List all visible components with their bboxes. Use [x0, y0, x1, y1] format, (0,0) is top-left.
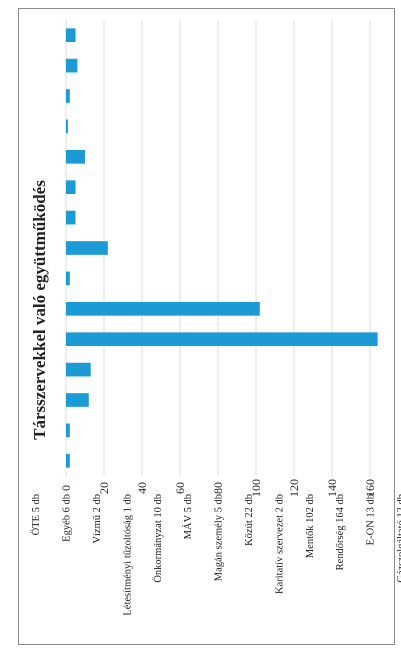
category-label: Mentők 102 db [305, 494, 316, 558]
bar [66, 301, 260, 316]
chart-title: Társszervekkel való együttműködés [30, 180, 49, 440]
bar [66, 453, 70, 468]
category-label: Önkormányzat 10 db [152, 494, 164, 583]
category-label: Létesítményi tűzoltóság 1 db [122, 494, 133, 616]
bar [66, 210, 76, 225]
value-tick-label: 60 [173, 482, 187, 494]
category-label: MÁV 5 db [182, 494, 194, 539]
bar [66, 149, 85, 164]
value-tick-label: 160 [363, 479, 377, 497]
category-label: Karitatív szervezet 2 db [274, 494, 285, 594]
value-tick-label: 80 [211, 482, 225, 494]
category-label: Egyéb 6 db [62, 494, 73, 542]
bars [66, 28, 378, 468]
category-label: Közút 22 db [244, 494, 255, 546]
bar [66, 271, 70, 286]
gridlines [65, 20, 371, 476]
bar [66, 332, 378, 347]
value-tick-label: 20 [97, 482, 111, 494]
bar [66, 362, 91, 377]
bar [66, 423, 70, 438]
value-tick-label: 40 [135, 482, 149, 494]
bar [66, 58, 78, 73]
category-label: Gázszolgáltató 12 db [396, 494, 401, 583]
bar [66, 119, 68, 134]
category-label: Rendőrség 164 db [335, 494, 346, 570]
value-tick-label: 140 [325, 479, 339, 497]
category-label: Vízmű 2 db [92, 494, 103, 544]
category-label: ÖTE 5 db [30, 494, 42, 535]
bar [66, 28, 76, 43]
value-tick-label: 0 [59, 485, 73, 491]
bar [66, 241, 108, 255]
category-label: Magán személy 5 db [214, 494, 225, 581]
value-axis-ticks: 020406080100120140160180 [59, 479, 377, 497]
bar [66, 393, 89, 407]
bar [66, 89, 70, 103]
value-tick-label: 100 [249, 479, 263, 497]
bar [66, 180, 76, 195]
category-label: E-ON 13 db [366, 494, 377, 545]
value-tick-label: 120 [287, 479, 301, 497]
category-labels: ÖTE 5 db Egyéb 6 db Vízmű 2 db Létesítményi… [30, 494, 401, 616]
